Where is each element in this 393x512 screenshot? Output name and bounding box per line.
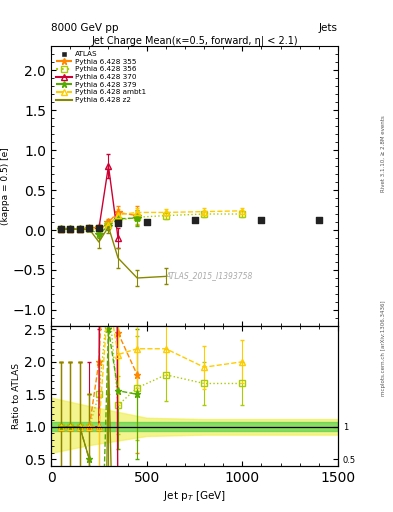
Point (96, 224, 102, 232)
Title: Jet Charge Mean(κ=0.5, forward, η| < 2.1): Jet Charge Mean(κ=0.5, forward, η| < 2.1… (91, 35, 298, 46)
Point (143, 218, 150, 226)
Text: ATLAS_2015_I1393758: ATLAS_2015_I1393758 (165, 271, 253, 280)
Y-axis label: Average Jet Charge
(kappa = 0.5) [e]: Average Jet Charge (kappa = 0.5) [e] (0, 142, 10, 230)
Point (67, 225, 73, 233)
Y-axis label: Ratio to ATLAS: Ratio to ATLAS (13, 363, 22, 429)
Point (115, 219, 121, 227)
Text: mcplots.cern.ch [arXiv:1306.3436]: mcplots.cern.ch [arXiv:1306.3436] (381, 301, 386, 396)
Point (57, 225, 64, 233)
Text: Rivet 3.1.10, ≥ 2.8M events: Rivet 3.1.10, ≥ 2.8M events (381, 115, 386, 192)
Point (191, 216, 198, 224)
Point (86, 224, 92, 232)
Point (77, 225, 83, 233)
Text: Jets: Jets (319, 23, 338, 33)
Point (316, 216, 322, 224)
Text: 8000 GeV pp: 8000 GeV pp (51, 23, 119, 33)
X-axis label: Jet p$_{T}$ [GeV]: Jet p$_{T}$ [GeV] (163, 489, 226, 503)
Legend: ATLAS, Pythia 6.428 355, Pythia 6.428 356, Pythia 6.428 370, Pythia 6.428 379, P: ATLAS, Pythia 6.428 355, Pythia 6.428 35… (55, 50, 147, 104)
Point (258, 216, 264, 224)
